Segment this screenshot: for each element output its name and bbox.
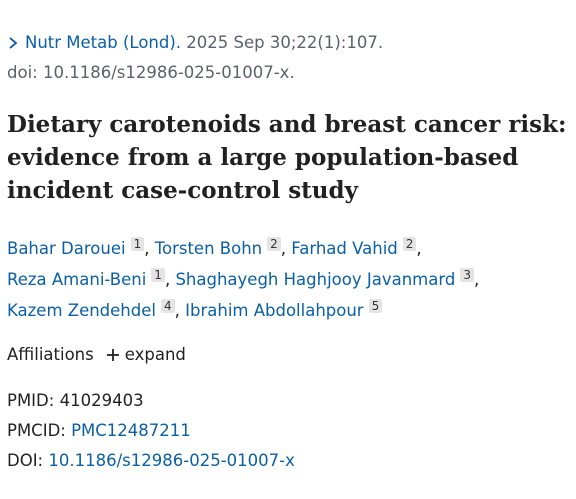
article-title: Dietary carotenoids and breast cancer ri… (7, 111, 567, 204)
identifier-value: 41029403 (59, 391, 144, 410)
author-link[interactable]: Torsten Bohn (154, 239, 263, 258)
affiliation-ref[interactable]: 5 (368, 299, 383, 313)
journal-link[interactable]: Nutr Metab (Lond). (25, 33, 182, 52)
author: Bahar Darouei 1 (7, 237, 149, 258)
affiliation-ref[interactable]: 1 (151, 268, 165, 282)
identifier-row: PMID: 41029403 (7, 386, 295, 416)
affiliation-ref[interactable]: 3 (460, 268, 474, 282)
identifier-row: DOI: 10.1186/s12986-025-01007-x (7, 446, 295, 476)
identifier-label: PMCID: (7, 421, 66, 440)
citation-date: 2025 Sep 30;22(1):107. (186, 33, 384, 52)
author: Farhad Vahid 2 (291, 237, 422, 258)
expand-toggle[interactable]: expand (124, 345, 186, 364)
author: Torsten Bohn 2 (154, 237, 286, 258)
author-link[interactable]: Shaghayegh Haghjooy Javanmard (175, 270, 456, 289)
author-link[interactable]: Bahar Darouei (7, 239, 126, 258)
identifier-row: PMCID: PMC12487211 (7, 416, 295, 446)
affiliation-ref[interactable]: 2 (402, 237, 417, 251)
affiliation-ref[interactable]: 1 (130, 237, 145, 251)
plus-icon[interactable] (106, 348, 120, 362)
identifiers: PMID: 41029403 PMCID: PMC12487211 DOI: 10.… (7, 386, 295, 476)
identifier-value[interactable]: 10.1186/s12986-025-01007-x (48, 451, 295, 470)
chevron-icon (9, 37, 18, 49)
affiliation-ref[interactable]: 2 (267, 237, 281, 251)
author: Reza Amani-Beni 1 (7, 268, 170, 289)
citation: Nutr Metab (Lond). 2025 Sep 30;22(1):107… (7, 28, 383, 88)
author: Kazem Zendehdel 4 (7, 299, 180, 320)
identifier-value[interactable]: PMC12487211 (71, 421, 191, 440)
identifier-label: DOI: (7, 451, 44, 470)
affiliations: Affiliations expand (7, 341, 186, 369)
author-list: Bahar Darouei 1 Torsten Bohn 2 Farhad Vahi… (7, 233, 572, 326)
author-link[interactable]: Kazem Zendehdel (7, 301, 156, 320)
author-link[interactable]: Farhad Vahid (291, 239, 398, 258)
author: Ibrahim Abdollahpour 5 (185, 299, 383, 320)
author-link[interactable]: Reza Amani-Beni (7, 270, 147, 289)
citation-doi: doi: 10.1186/s12986-025-01007-x. (7, 63, 295, 82)
author-link[interactable]: Ibrahim Abdollahpour (185, 301, 364, 320)
author: Shaghayegh Haghjooy Javanmard 3 (175, 268, 479, 289)
affiliations-label: Affiliations (7, 345, 94, 364)
affiliation-ref[interactable]: 4 (160, 299, 175, 313)
identifier-label: PMID: (7, 391, 55, 410)
